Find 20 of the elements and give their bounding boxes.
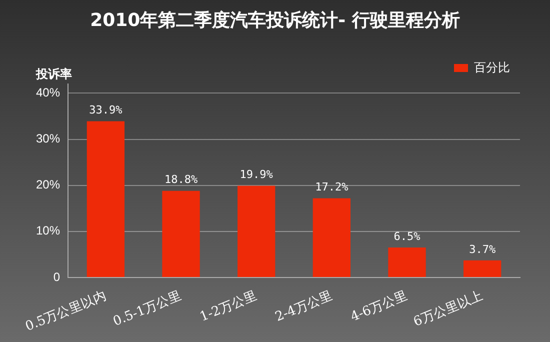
legend-label: 百分比 xyxy=(474,60,510,74)
x-tick-label: 6万公里以上 xyxy=(412,288,486,330)
data-label: 6.5% xyxy=(394,230,421,243)
x-tick-label: 1-2万公里 xyxy=(198,288,260,325)
y-tick-label: 10% xyxy=(36,224,60,238)
x-tick-label: 2-4万公里 xyxy=(273,288,334,325)
y-axis-title: 投诉率 xyxy=(36,66,72,83)
y-tick-label: 30% xyxy=(36,132,60,146)
x-tick-label: 0.5-1万公里 xyxy=(111,288,184,330)
x-tick-label: 0.5万公里以内 xyxy=(23,288,108,335)
data-label: 18.8% xyxy=(164,173,198,186)
chart-title: 2010年第二季度汽车投诉统计- 行驶里程分析 xyxy=(89,9,461,32)
y-tick-label: 20% xyxy=(36,178,60,192)
data-label: 17.2% xyxy=(315,180,349,194)
x-tick-label: 4-6万公里 xyxy=(348,288,410,325)
data-label: 33.9% xyxy=(89,104,123,117)
y-tick-label: 0 xyxy=(53,270,60,284)
y-tick-label: 40% xyxy=(36,86,60,100)
data-label: 3.7% xyxy=(469,242,496,256)
data-label: 19.9% xyxy=(240,168,274,182)
